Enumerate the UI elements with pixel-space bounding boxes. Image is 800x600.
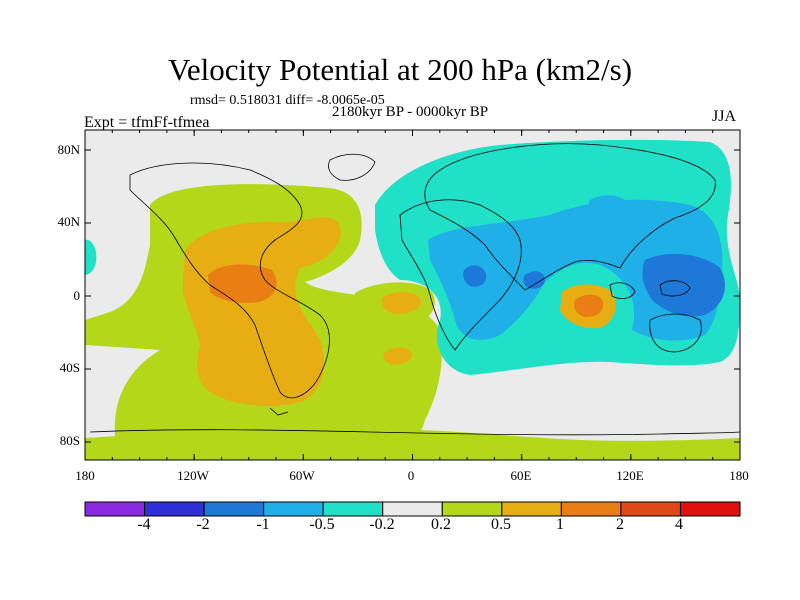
contour-region-negative-east-pacific [85, 239, 97, 275]
colorbar-label-n0-5: -0.5 [309, 516, 335, 533]
colorbar-box [620, 501, 681, 517]
map-field [85, 130, 740, 460]
contour-region-positive-orange-south-atlantic [383, 347, 412, 365]
lon-label-180e: 180 [729, 468, 749, 483]
lon-label-120w: 120W [177, 468, 209, 483]
colorbar-label-0-2: 0.2 [431, 516, 451, 533]
colorbar-box [84, 501, 146, 517]
colorbar-label-1: 1 [556, 516, 564, 533]
colorbar-box [144, 501, 205, 517]
contour-region-negative-africa [463, 265, 487, 287]
contour-region-positive-south-belt [85, 430, 740, 460]
colorbar [84, 501, 741, 517]
contour-region-negative-central-asia [588, 195, 629, 217]
stats-line: rmsd= 0.518031 diff= -8.0065e-05 [190, 93, 385, 108]
colorbar-box [560, 501, 622, 517]
season-label: JJA [712, 108, 737, 125]
lon-label-60e: 60E [510, 468, 532, 483]
colorbar-label-n2: -2 [196, 516, 210, 533]
colorbar-box [501, 501, 562, 517]
experiment-label: Expt = tfmFf-tfmea [84, 114, 210, 131]
colorbar-box [263, 501, 324, 517]
contour-region-positive-orange-americas [182, 217, 341, 406]
colorbar-label-2: 2 [616, 516, 624, 533]
period-line: 2180kyr BP - 0000kyr BP [331, 104, 489, 120]
colorbar-box [203, 501, 265, 517]
lat-label-80n: 80N [57, 142, 80, 157]
colorbar-label-n1: -1 [256, 516, 270, 533]
colorbar-box [441, 501, 503, 517]
lon-label-0: 0 [407, 468, 415, 483]
colorbar-label-n0-2: -0.2 [369, 516, 395, 533]
lon-label-180w: 180 [75, 468, 95, 483]
colorbar-box [322, 501, 384, 517]
chart-title: Velocity Potential at 200 hPa (km2/s) [167, 52, 633, 87]
colorbar-label-4: 4 [675, 516, 683, 533]
lat-label-40s: 40S [59, 360, 80, 375]
axis-ticks [84, 130, 741, 460]
contour-region-positive-orange-atlantic [381, 292, 421, 314]
lon-label-60w: 60W [289, 468, 315, 483]
colorbar-label-n4: -4 [137, 516, 151, 533]
coastlines [89, 143, 740, 436]
lat-label-0: 0 [73, 288, 81, 303]
lon-label-120e: 120E [616, 468, 644, 483]
contour-region-negative-maritime-continent [642, 253, 725, 317]
contour-region-positive-core-americas [208, 264, 277, 303]
contour-region-positive-core-indian [574, 294, 604, 318]
colorbar-box [382, 501, 443, 517]
colorbar-box [679, 501, 741, 517]
lat-label-40n: 40N [57, 214, 80, 229]
contour-region-negative-south-asia [523, 271, 545, 289]
lat-label-80s: 80S [59, 433, 80, 448]
colorbar-label-0-5: 0.5 [491, 516, 511, 533]
